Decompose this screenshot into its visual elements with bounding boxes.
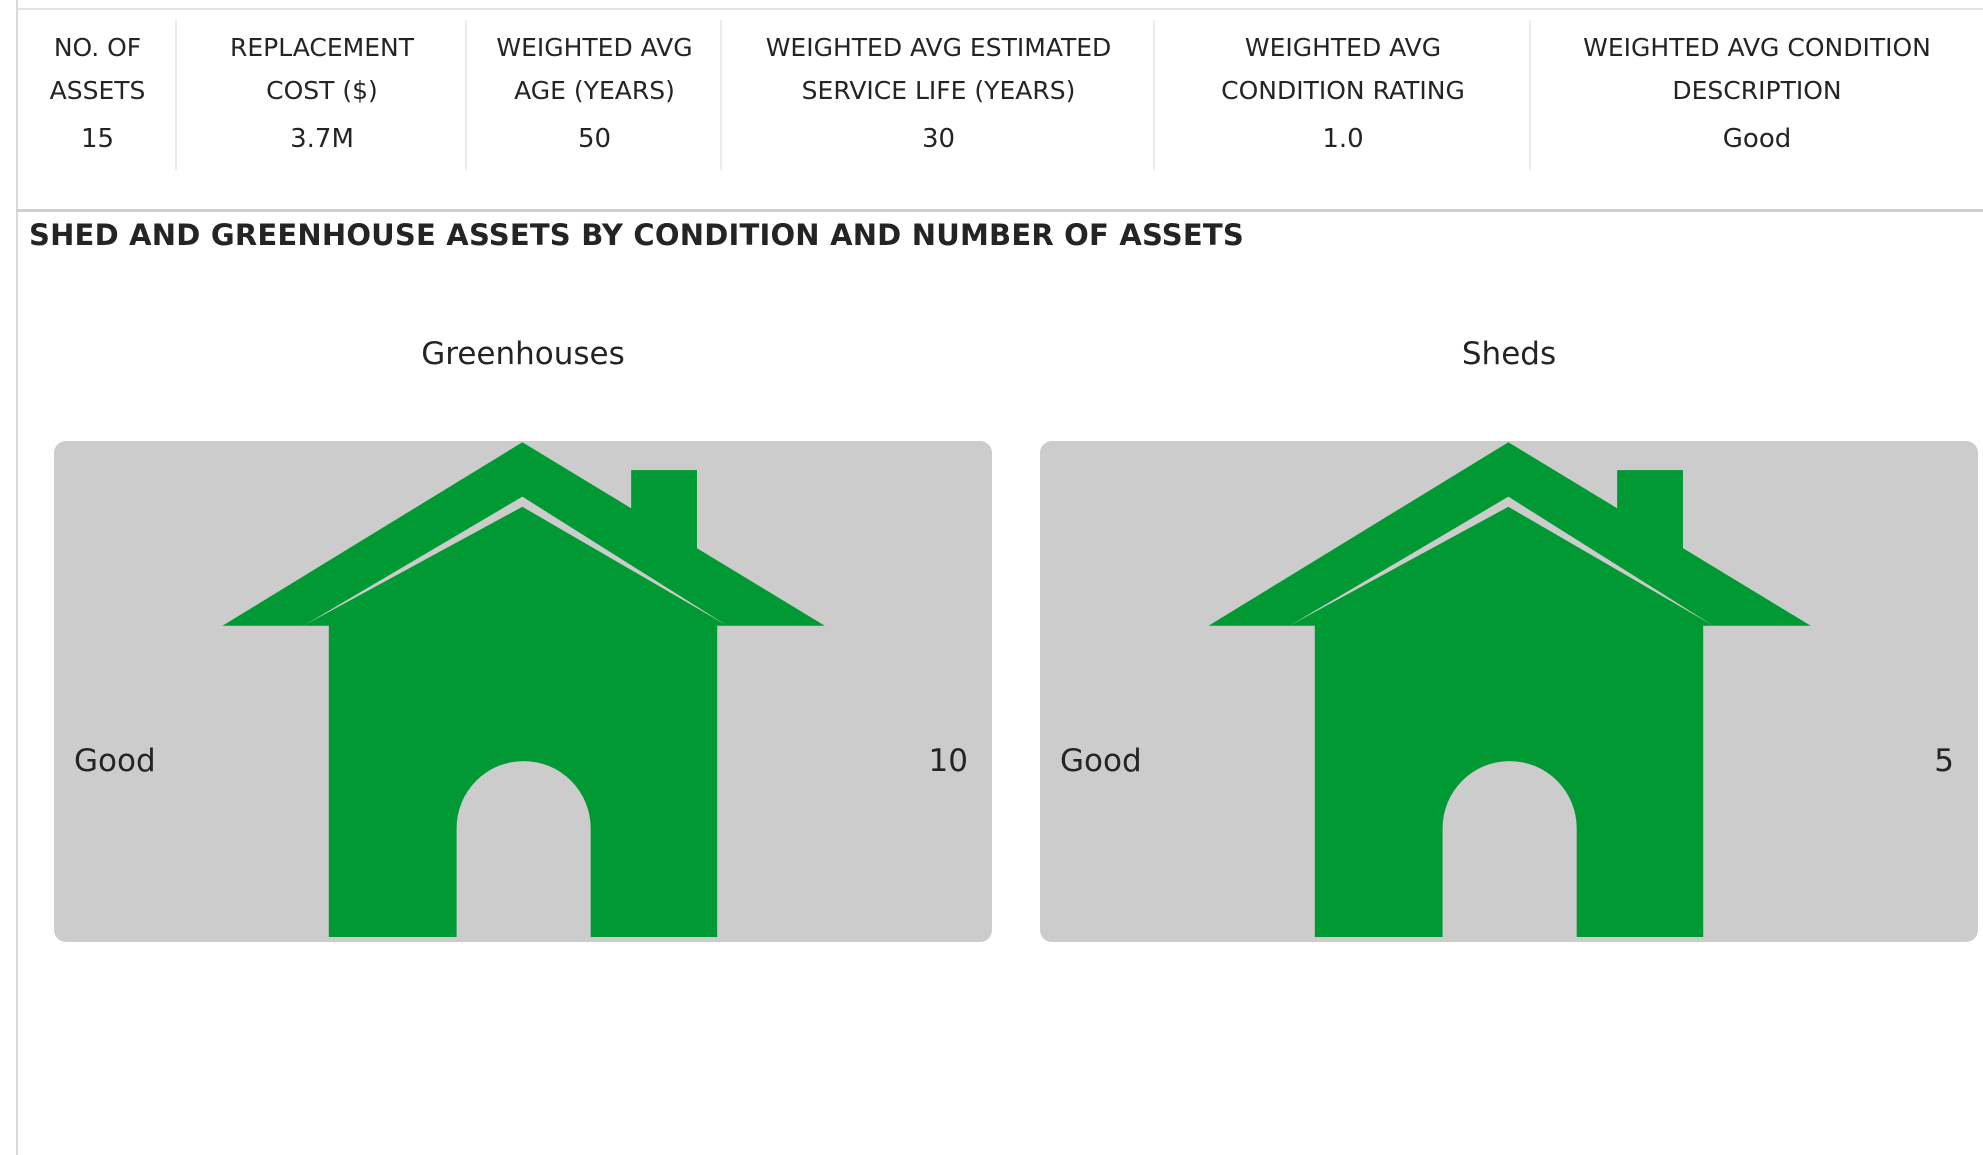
kpi-card: REPLACEMENT COST ($) 3.7M	[177, 10, 467, 170]
panel: Good 10	[54, 441, 992, 942]
house-body	[1289, 506, 1714, 937]
kpi-label: NO. OF ASSETS	[49, 33, 146, 105]
house-body	[303, 506, 728, 937]
section-title: SHED AND GREENHOUSE ASSETS BY CONDITION …	[29, 218, 1244, 252]
kpi-separator	[175, 20, 177, 170]
panel-title: Greenhouses	[421, 336, 625, 372]
kpi-card: NO. OF ASSETS 15	[18, 10, 177, 170]
kpi-value: 30	[921, 124, 956, 154]
panel-title: Sheds	[1461, 336, 1557, 372]
kpi-label: WEIGHTED AVG ESTIMATED SERVICE LIFE (YEA…	[765, 33, 1112, 105]
kpi-separator	[465, 20, 467, 170]
kpi-card: WEIGHTED AVG ESTIMATED SERVICE LIFE (YEA…	[722, 10, 1155, 170]
kpi-card: WEIGHTED AVG CONDITION RATING 1.0	[1155, 10, 1531, 170]
kpi-separator	[1529, 20, 1531, 170]
frame-border	[16, 0, 18, 1155]
divider	[16, 209, 1983, 212]
kpi-label: REPLACEMENT COST ($)	[230, 33, 414, 105]
house-icon	[1208, 442, 1811, 937]
kpi-row: NO. OF ASSETS 15 REPLACEMENT COST ($) 3.7M W…	[18, 8, 1983, 210]
kpi-value: 50	[577, 124, 612, 154]
kpi-card: WEIGHTED AVG AGE (YEARS) 50	[467, 10, 722, 170]
kpi-separator	[720, 20, 722, 170]
asset-count: 5	[1934, 743, 1954, 779]
condition-label: Good	[1060, 743, 1142, 779]
roof	[222, 442, 825, 626]
kpi-label: WEIGHTED AVG CONDITION RATING	[1221, 33, 1465, 105]
house-icon	[222, 442, 825, 937]
kpi-label: WEIGHTED AVG AGE (YEARS)	[496, 33, 693, 105]
roof	[1208, 442, 1811, 626]
kpi-value: 1.0	[1322, 124, 1364, 154]
panel: Good 5	[1040, 441, 1978, 942]
kpi-value: 3.7M	[290, 124, 354, 154]
kpi-card: WEIGHTED AVG CONDITION DESCRIPTION Good	[1531, 10, 1983, 170]
kpi-value: 15	[80, 124, 115, 154]
kpi-separator	[1153, 20, 1155, 170]
kpi-value: Good	[1722, 124, 1792, 154]
condition-label: Good	[74, 743, 156, 779]
kpi-label: WEIGHTED AVG CONDITION DESCRIPTION	[1583, 33, 1931, 105]
asset-count: 10	[928, 743, 968, 779]
